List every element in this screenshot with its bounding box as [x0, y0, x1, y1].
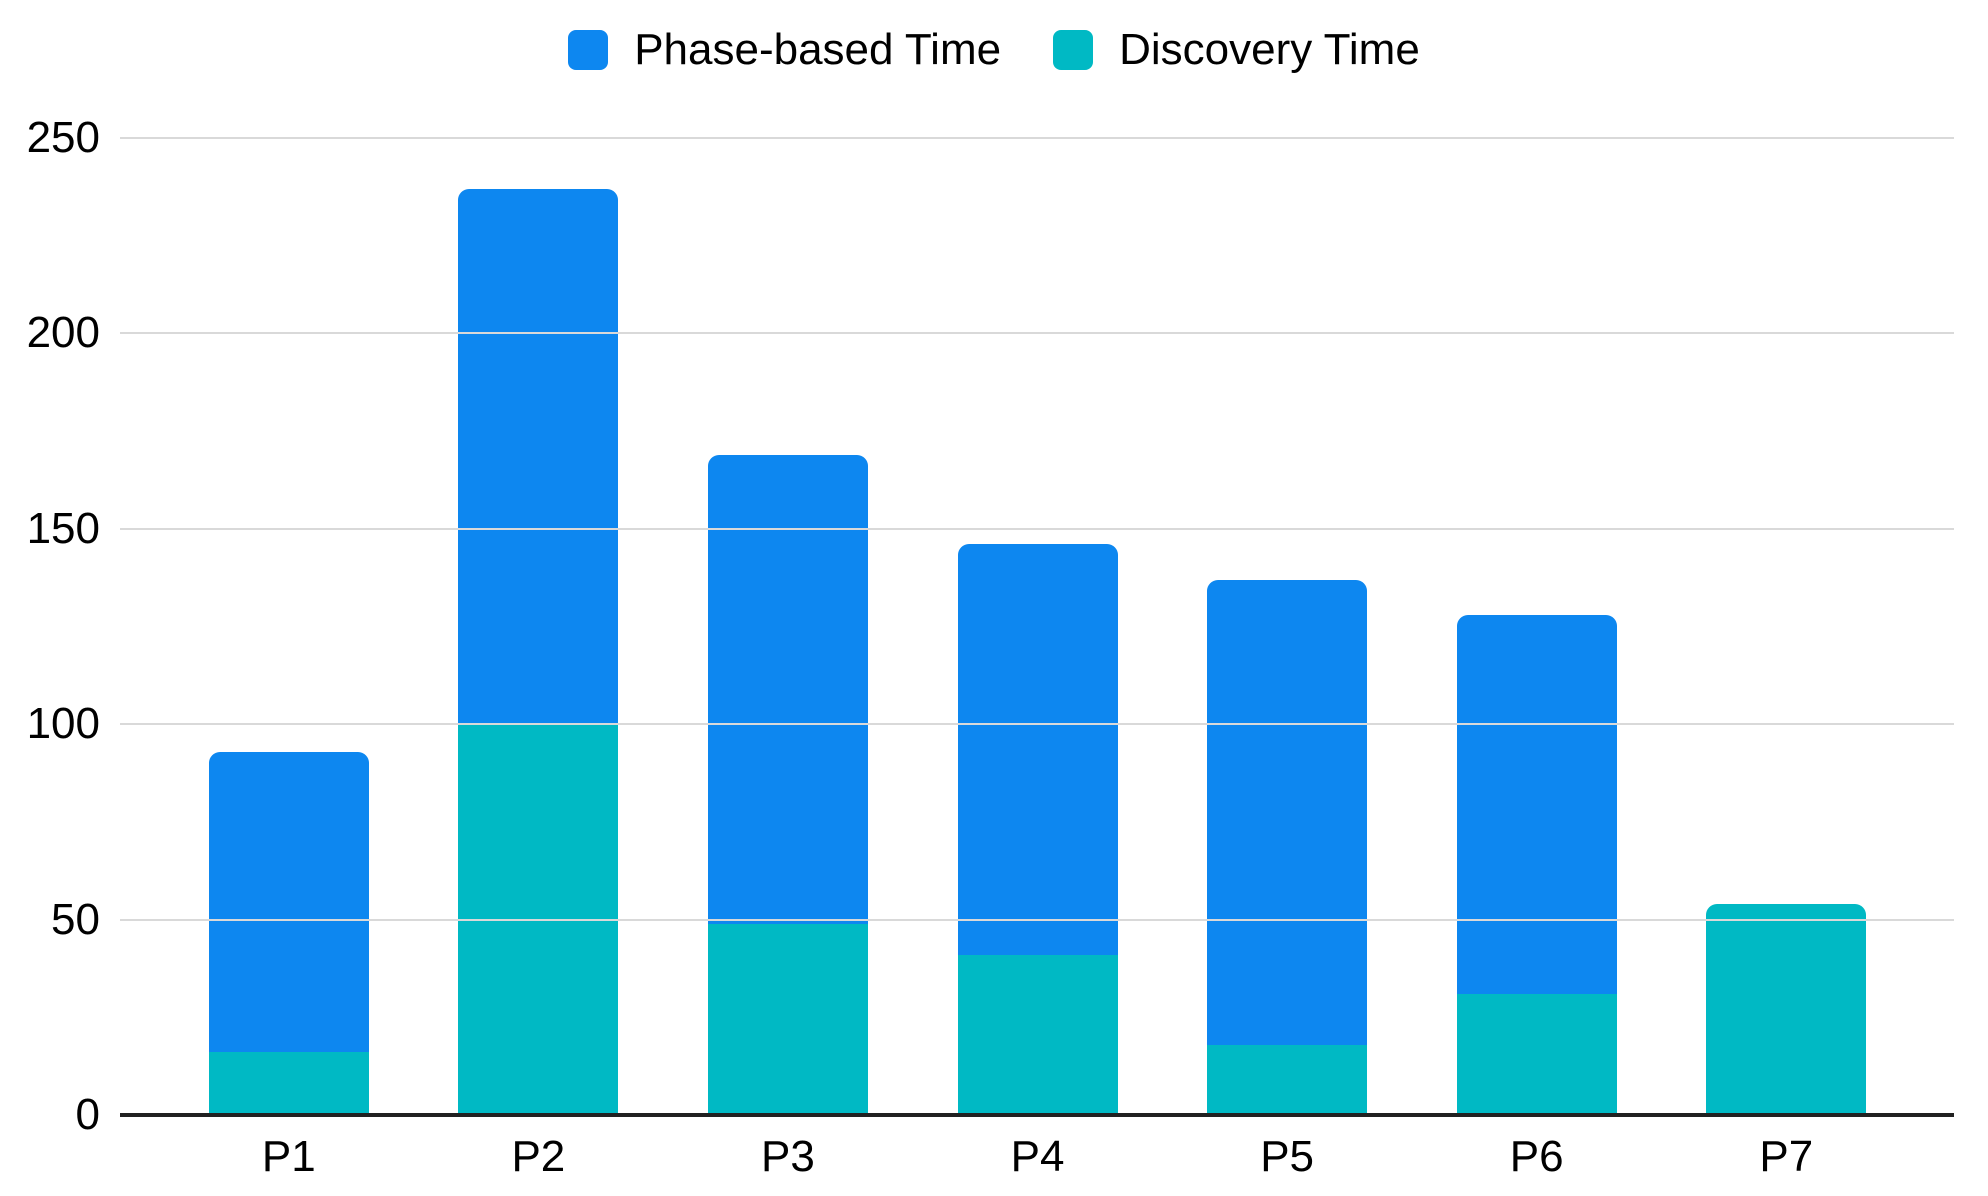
bar-segment-discovery-time	[1207, 1044, 1368, 1115]
y-tick-label-100: 100	[26, 699, 100, 749]
bar-segment-discovery-time	[1456, 993, 1617, 1115]
gridline-50	[120, 918, 1954, 921]
bar-band-p7	[1661, 138, 1911, 1115]
x-axis-label-p1: P1	[261, 1132, 316, 1181]
x-axis-label-p7: P7	[1759, 1132, 1814, 1181]
bar-segment-discovery-time	[1706, 903, 1867, 1115]
bar-p6	[1456, 614, 1617, 1115]
x-axis-label-p6: P6	[1509, 1132, 1564, 1181]
bar-segment-phase-based-time	[458, 188, 619, 725]
gridline-200	[120, 332, 1954, 335]
y-tick-label-0: 0	[75, 1090, 100, 1139]
y-tick-label-250: 250	[26, 113, 100, 162]
bar-band-p5	[1162, 138, 1412, 1115]
bar-segment-phase-based-time	[1207, 579, 1368, 1045]
gridline-150	[120, 527, 1954, 530]
legend-label-discovery-time: Discovery Time	[1119, 25, 1420, 74]
x-axis-label-p5: P5	[1260, 1132, 1315, 1181]
bar-p5	[1207, 579, 1368, 1115]
bar-segment-phase-based-time	[707, 454, 868, 924]
bar-segment-discovery-time	[707, 923, 868, 1115]
bar-p3	[707, 454, 868, 1115]
legend-item-discovery-time: Discovery Time	[1053, 28, 1420, 72]
bar-band-p4	[913, 138, 1163, 1115]
y-tick-label-50: 50	[51, 894, 100, 944]
bar-segment-discovery-time	[208, 1052, 369, 1115]
x-axis-label-p3: P3	[761, 1132, 815, 1181]
chart-legend: Phase-based Time Discovery Time	[0, 28, 1988, 72]
bar-segment-phase-based-time	[957, 544, 1118, 955]
legend-label-phase-based-time: Phase-based Time	[634, 25, 1002, 74]
x-axis-label-p4: P4	[1010, 1132, 1065, 1181]
plot-area	[120, 137, 1954, 1117]
bar-band-p1	[164, 138, 414, 1115]
y-tick-label-200: 200	[26, 308, 100, 358]
x-axis-labels: P1 P2 P3 P4 P5 P6 P7	[164, 1135, 1911, 1179]
bar-band-p3	[663, 138, 913, 1115]
x-axis-baseline	[120, 1113, 1954, 1117]
legend-swatch-phase-based-time-icon	[568, 30, 609, 70]
x-axis-label-p2: P2	[511, 1132, 566, 1181]
bar-segment-phase-based-time	[1456, 614, 1617, 994]
bar-segment-discovery-time	[957, 954, 1118, 1115]
bar-band-p2	[414, 138, 664, 1115]
bar-segment-phase-based-time	[208, 751, 369, 1053]
gridline-100	[120, 723, 1954, 726]
y-tick-label-150: 150	[26, 503, 100, 553]
y-axis-labels: 0 50 100 150 200 250	[0, 0, 100, 1196]
bar-band-p6	[1412, 138, 1662, 1115]
bars-container	[164, 138, 1911, 1115]
gridline-250	[120, 137, 1954, 139]
legend-swatch-discovery-time-icon	[1053, 30, 1094, 70]
bar-p2	[458, 188, 619, 1115]
bar-p7	[1706, 903, 1867, 1115]
bar-p1	[208, 751, 369, 1115]
bar-p4	[957, 544, 1118, 1115]
legend-item-phase-based-time: Phase-based Time	[568, 28, 1001, 72]
